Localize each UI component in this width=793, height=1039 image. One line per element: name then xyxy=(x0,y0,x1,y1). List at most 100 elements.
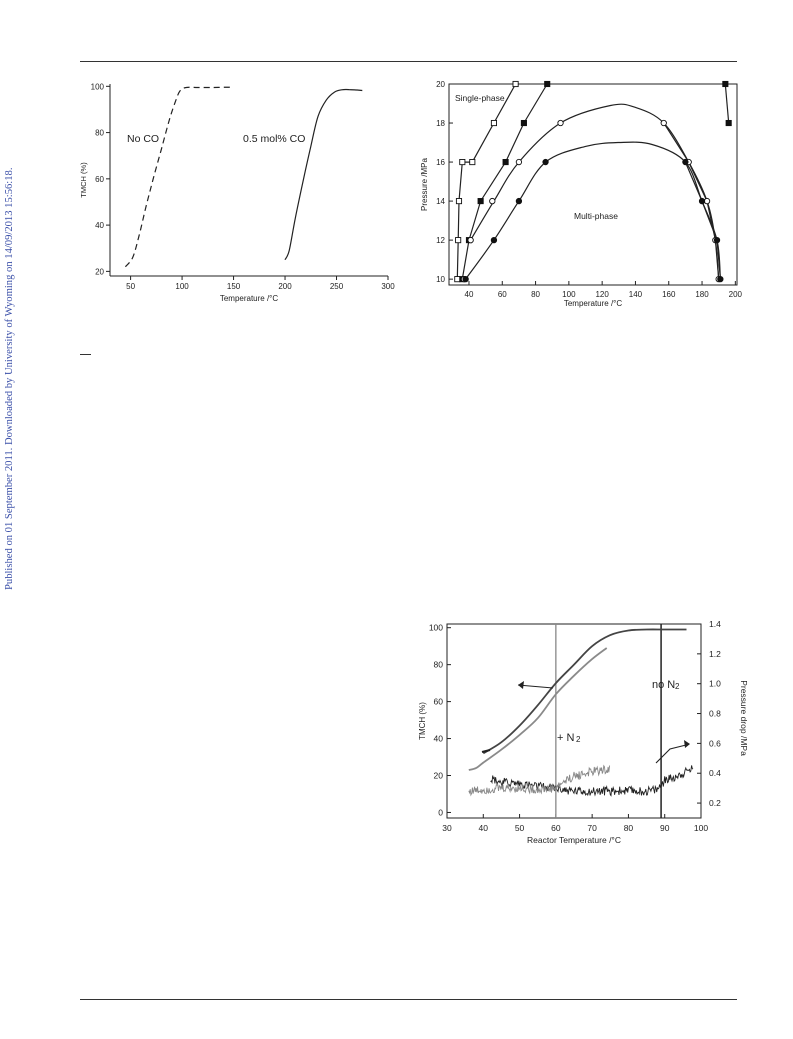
y-tick-label: 20 xyxy=(434,771,444,781)
y-tick-label: 18 xyxy=(436,119,445,128)
annotation-single-phase: Single-phase xyxy=(455,93,505,103)
y-tick-label: 60 xyxy=(434,697,444,707)
annotation-plus-n2: + N xyxy=(557,732,574,744)
x-tick-label: 200 xyxy=(729,290,743,299)
chart-phase-diagram: 40 60 80 100 120 140 160 180 200 10 12 14 16 18 20 Temp… xyxy=(420,80,743,308)
x-axis-label: Temperature /°C xyxy=(220,294,279,303)
data-point xyxy=(717,275,724,283)
x-tick-label: 80 xyxy=(531,290,540,299)
data-point xyxy=(544,80,551,88)
data-point xyxy=(459,159,466,166)
footnote-rule xyxy=(80,354,91,355)
chart-tmch-vs-temperature: 50 100 150 200 250 300 20 40 60 80 100 Temperature … xyxy=(79,82,395,303)
y-axis-label: TMCH (%) xyxy=(79,162,88,198)
series-line xyxy=(124,86,234,268)
x-tick-label: 100 xyxy=(175,282,189,291)
data-point xyxy=(713,236,721,244)
plot-frame xyxy=(446,623,702,819)
x-tick-label: 160 xyxy=(662,290,676,299)
x-tick-label: 100 xyxy=(694,823,708,833)
chart-reactor-temperature: 30 40 50 60 70 80 90 100 0 20 40 60 80 100 0.2 0.4 0.6 0.… xyxy=(418,619,749,845)
series-line xyxy=(461,83,548,280)
data-point xyxy=(489,197,496,205)
x-tick-label: 40 xyxy=(465,290,474,299)
y-tick-label: 80 xyxy=(95,129,104,138)
series-line xyxy=(684,161,721,280)
series-line xyxy=(284,88,363,261)
data-point xyxy=(490,119,497,127)
x-axis-label: Temperature /°C xyxy=(564,299,623,308)
x-tick-label: 80 xyxy=(624,823,634,833)
data-point xyxy=(520,119,527,127)
data-point xyxy=(462,275,469,283)
y-tick-label: 16 xyxy=(436,158,445,167)
data-point xyxy=(557,119,564,127)
y-tick-label: 100 xyxy=(429,623,443,633)
y-tick-label: 40 xyxy=(95,221,104,230)
y-tick-label: 40 xyxy=(434,734,444,744)
pressure-drop-trace xyxy=(468,764,611,797)
x-tick-label: 150 xyxy=(227,282,241,291)
data-point xyxy=(454,276,461,283)
y-axis-label: TMCH (%) xyxy=(418,702,427,740)
x-tick-label: 300 xyxy=(381,282,395,291)
data-point xyxy=(515,158,523,166)
data-point xyxy=(469,159,476,166)
x-tick-label: 60 xyxy=(498,290,507,299)
y-tick-label: 0 xyxy=(438,807,443,817)
y2-axis-label: Pressure drop /MPa xyxy=(739,680,749,756)
annotation-plus-n2-subscript: 2 xyxy=(576,735,581,744)
x-tick-label: 60 xyxy=(551,823,561,833)
tmch-curve xyxy=(468,647,608,771)
y-tick-label: 80 xyxy=(434,660,444,670)
x-tick-label: 100 xyxy=(562,290,576,299)
y-tick-label: 60 xyxy=(95,175,104,184)
annotation-no-n2-subscript: 2 xyxy=(675,682,680,691)
y2-tick-label: 0.2 xyxy=(709,798,721,808)
y2-tick-label: 1.0 xyxy=(709,679,721,689)
x-tick-label: 70 xyxy=(587,823,597,833)
x-tick-label: 200 xyxy=(278,282,292,291)
series-line xyxy=(663,122,720,280)
annotation-no-n2: no N xyxy=(652,679,675,691)
data-point xyxy=(682,158,689,166)
x-tick-label: 50 xyxy=(515,823,525,833)
data-point xyxy=(512,80,519,88)
y-tick-label: 100 xyxy=(91,82,105,91)
annotation-no-co: No CO xyxy=(127,133,159,145)
data-point xyxy=(477,198,484,205)
data-point xyxy=(467,236,474,244)
data-point xyxy=(722,80,729,88)
x-tick-label: 140 xyxy=(629,290,643,299)
x-tick-label: 120 xyxy=(595,290,609,299)
arrow-right-shaft xyxy=(655,744,687,764)
y-tick-label: 14 xyxy=(436,197,445,206)
y2-tick-label: 0.8 xyxy=(709,709,721,719)
y-tick-label: 20 xyxy=(95,267,104,276)
plot-frame xyxy=(448,83,738,286)
data-point xyxy=(455,237,462,244)
series-line xyxy=(724,83,730,124)
data-point xyxy=(490,236,498,244)
arrow-left-head xyxy=(518,681,524,689)
y2-tick-label: 1.4 xyxy=(709,619,721,629)
data-point xyxy=(698,197,706,205)
arrow-left-shaft xyxy=(517,684,554,689)
x-tick-label: 180 xyxy=(695,290,709,299)
x-tick-label: 30 xyxy=(442,823,452,833)
tmch-curve xyxy=(482,628,687,755)
x-axis-label: Reactor Temperature /°C xyxy=(527,835,621,845)
x-tick-label: 40 xyxy=(479,823,489,833)
data-point xyxy=(502,159,509,166)
y2-tick-label: 0.4 xyxy=(709,768,721,778)
y-tick-label: 10 xyxy=(436,275,445,284)
annotation-multi-phase: Multi-phase xyxy=(574,211,618,221)
annotation-co: 0.5 mol% CO xyxy=(243,133,305,145)
data-point xyxy=(455,198,463,205)
y2-tick-label: 1.2 xyxy=(709,649,721,659)
y2-tick-label: 0.6 xyxy=(709,738,721,748)
arrow-right-head xyxy=(684,740,690,748)
y-tick-label: 20 xyxy=(436,80,445,89)
footer-rule xyxy=(80,999,737,1000)
